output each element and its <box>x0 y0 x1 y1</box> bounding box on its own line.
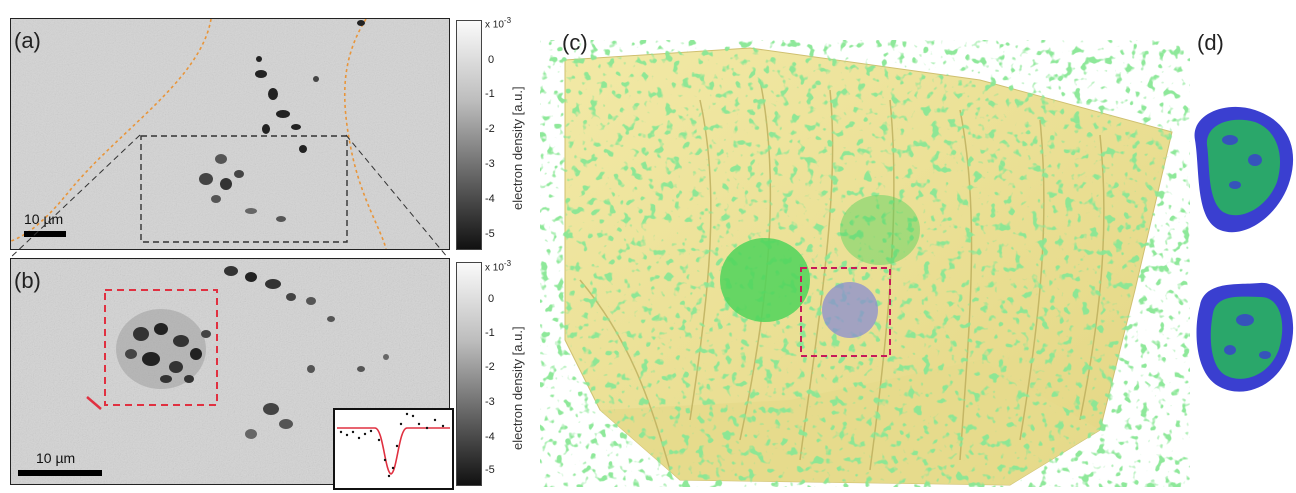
panel-b-scale-text: 10 µm <box>36 450 76 466</box>
colorbar-a-tick: -5 <box>485 228 495 240</box>
panel-c-render <box>564 47 1173 486</box>
colorbar-b-tick: 0 <box>488 293 495 305</box>
panel-d-render <box>1194 106 1294 392</box>
colorbar-a-tick: -4 <box>485 193 495 205</box>
cell-outline-right <box>343 19 387 249</box>
panel-a-label: (a) <box>14 28 41 53</box>
colorbar-a-tick: -1 <box>485 88 495 100</box>
roi-box-red <box>104 289 218 406</box>
colorbar-a-tick: -2 <box>485 123 495 135</box>
zoom-guides <box>9 134 449 259</box>
panel-b-image <box>10 258 450 485</box>
cluster-view-bottom <box>1196 282 1294 392</box>
particle-cluster-b <box>116 266 389 439</box>
cluster-view-top <box>1194 106 1294 233</box>
profile-inset <box>333 408 454 490</box>
panel-a-scalebar <box>24 231 66 237</box>
colorbar-b-tick: -4 <box>485 431 495 443</box>
colorbar-b-title: electron density [a.u.] <box>510 326 525 450</box>
particle-cluster-a <box>199 20 365 222</box>
highlighted-cluster <box>822 282 878 338</box>
colorbar-a-tick: -3 <box>485 158 495 170</box>
panel-a-image <box>10 18 450 250</box>
panel-a-scale-text: 10 µm <box>24 211 64 227</box>
colorbar-b <box>456 262 482 486</box>
cell-outline-left <box>11 19 212 242</box>
panel-d-label: (d) <box>1197 30 1224 55</box>
panel-b-label: (b) <box>14 268 41 293</box>
colorbar-b-tick: -5 <box>485 464 495 476</box>
colorbar-a-exponent: x 10-3 <box>485 16 512 31</box>
panel-b-scalebar <box>18 470 102 476</box>
profile-line <box>86 396 102 410</box>
colorbar-b-tick: -2 <box>485 361 495 373</box>
colorbar-b-tick: -3 <box>485 396 495 408</box>
colorbar-b-exponent: x 10-3 <box>485 259 512 274</box>
colorbar-a <box>456 20 482 250</box>
particle-cluster-c <box>720 238 810 322</box>
roi-box-magenta <box>800 267 891 357</box>
fit-curve-inset <box>337 412 450 478</box>
colorbar-b-tick: -1 <box>485 327 495 339</box>
panel-c-label: (c) <box>562 30 588 55</box>
panel-a-scan <box>11 19 449 249</box>
zoom-box <box>140 135 348 243</box>
green-particles <box>580 60 1160 480</box>
colorbar-a-title: electron density [a.u.] <box>510 86 525 210</box>
colorbar-a-tick: 0 <box>488 54 495 66</box>
